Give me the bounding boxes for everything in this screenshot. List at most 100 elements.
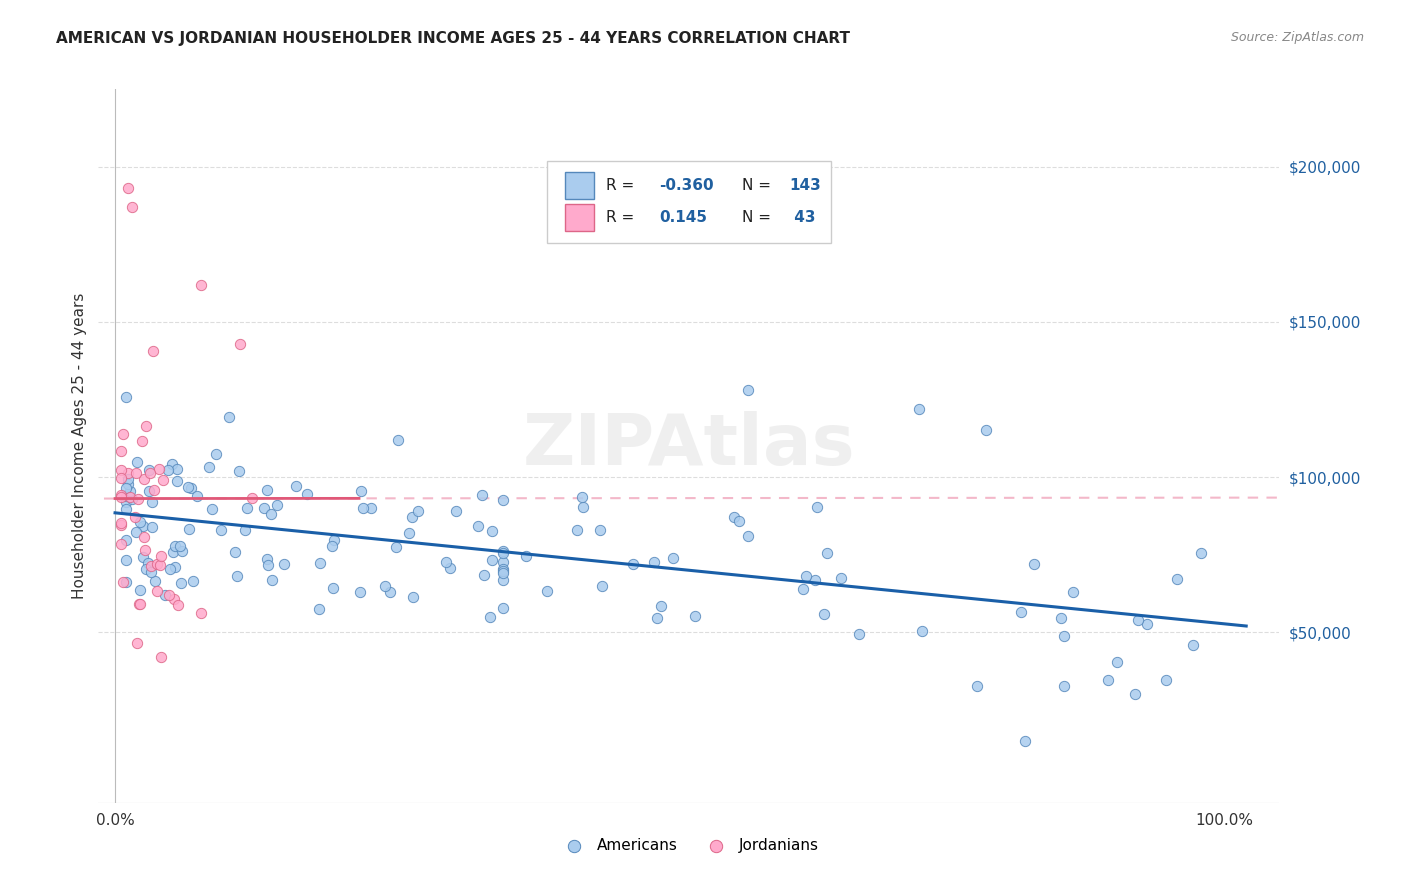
Point (471, 488, 494, 502)
Point (218, 409, 240, 424)
Point (387, 433, 409, 447)
Point (129, 516, 152, 530)
Point (974, 424, 997, 438)
Point (110, 516, 132, 531)
Point (323, 533, 346, 548)
Point (120, 483, 142, 498)
Point (591, 579, 613, 593)
Point (439, 561, 461, 575)
Point (125, 466, 148, 480)
Text: ZIPAtlas: ZIPAtlas (523, 411, 855, 481)
Point (110, 537, 132, 551)
Point (262, 573, 284, 587)
Point (536, 583, 558, 598)
Point (110, 444, 132, 458)
Point (112, 426, 135, 441)
Point (115, 574, 138, 589)
Point (360, 500, 382, 515)
Point (118, 490, 141, 504)
Point (374, 579, 396, 593)
Point (565, 523, 588, 537)
Point (385, 540, 408, 554)
Point (139, 466, 162, 480)
Text: 143: 143 (789, 178, 821, 193)
Point (1022, 558, 1045, 572)
Text: 43: 43 (789, 211, 815, 225)
Point (350, 484, 373, 499)
Point (830, 571, 852, 585)
Point (792, 582, 814, 596)
Point (815, 546, 838, 560)
Point (224, 545, 246, 559)
Point (165, 539, 187, 553)
Point (117, 181, 139, 195)
Point (321, 540, 343, 554)
Point (149, 558, 172, 572)
Point (115, 495, 138, 509)
Text: R =: R = (606, 211, 644, 225)
Point (226, 569, 249, 583)
Point (908, 401, 931, 416)
Point (167, 598, 190, 612)
Point (141, 565, 163, 579)
Point (806, 500, 828, 514)
Point (157, 588, 180, 602)
Point (162, 458, 184, 472)
Point (177, 522, 200, 536)
Point (132, 472, 155, 486)
Point (135, 419, 157, 434)
Legend: Americans, Jordanians: Americans, Jordanians (553, 832, 825, 859)
Point (110, 490, 132, 504)
Point (180, 481, 202, 495)
Point (401, 510, 423, 524)
Point (125, 636, 148, 650)
Point (132, 530, 155, 544)
Point (165, 559, 187, 574)
Point (229, 336, 252, 351)
Point (322, 581, 344, 595)
Point (186, 489, 208, 503)
Point (467, 519, 489, 533)
Point (492, 492, 515, 507)
Point (132, 549, 155, 564)
Text: Source: ZipAtlas.com: Source: ZipAtlas.com (1230, 31, 1364, 45)
Point (402, 591, 425, 605)
Point (1010, 605, 1032, 619)
Point (398, 525, 420, 540)
Point (492, 544, 515, 558)
Point (166, 474, 188, 488)
Point (242, 491, 264, 505)
Point (209, 523, 232, 537)
Point (138, 463, 160, 477)
Point (190, 277, 212, 292)
Point (352, 501, 374, 516)
Point (170, 544, 193, 558)
Point (110, 471, 132, 485)
Text: N =: N = (742, 211, 776, 225)
Y-axis label: Householder Income Ages 25 - 44 years: Householder Income Ages 25 - 44 years (72, 293, 87, 599)
Point (910, 624, 932, 638)
Point (115, 533, 138, 547)
Point (138, 556, 160, 570)
Point (1053, 679, 1076, 693)
Point (309, 556, 332, 570)
Bar (547, 161, 831, 243)
Point (115, 482, 138, 496)
Point (1062, 584, 1084, 599)
Point (266, 498, 288, 512)
Point (110, 488, 132, 502)
Point (492, 566, 515, 580)
Point (156, 463, 179, 477)
Point (128, 597, 150, 611)
Point (515, 549, 537, 563)
Point (200, 501, 222, 516)
Point (256, 483, 278, 497)
Point (169, 575, 191, 590)
Bar (565, 172, 595, 199)
Point (621, 557, 644, 571)
Point (478, 610, 501, 624)
Point (273, 557, 295, 571)
Point (141, 495, 163, 509)
Point (159, 562, 181, 576)
Point (1154, 673, 1177, 687)
